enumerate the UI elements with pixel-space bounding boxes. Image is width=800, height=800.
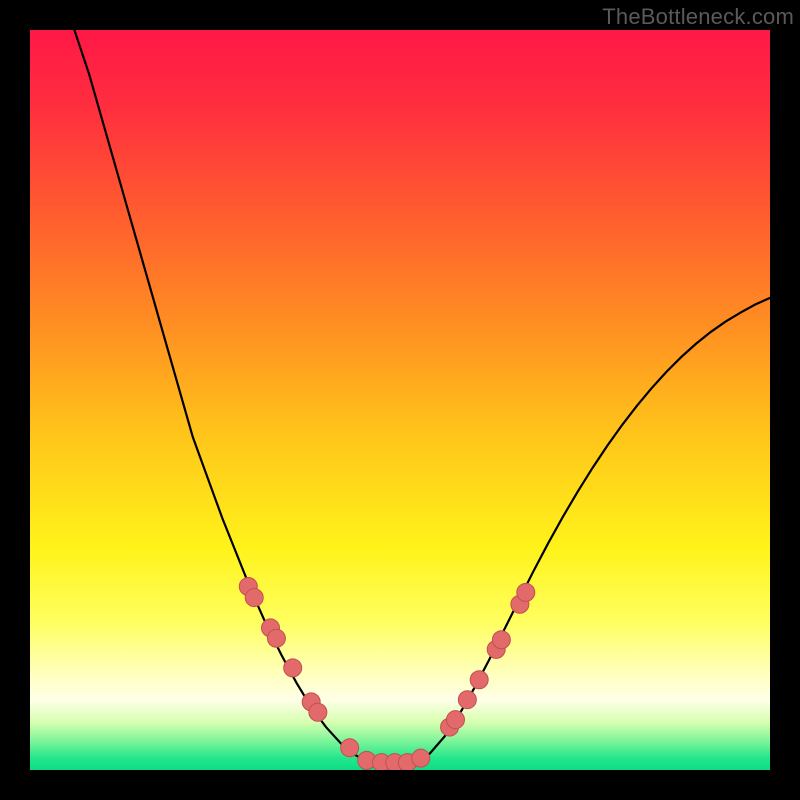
data-marker <box>267 629 285 647</box>
data-marker <box>458 691 476 709</box>
data-marker <box>447 711 465 729</box>
gradient-background <box>30 30 770 770</box>
data-marker <box>245 589 263 607</box>
data-marker <box>284 659 302 677</box>
data-marker <box>492 631 510 649</box>
data-marker <box>517 583 535 601</box>
data-marker <box>412 749 430 767</box>
plot-area <box>30 30 770 770</box>
watermark-text: TheBottleneck.com <box>602 4 794 30</box>
chart-svg <box>30 30 770 770</box>
data-marker <box>470 671 488 689</box>
data-marker <box>341 739 359 757</box>
data-marker <box>309 703 327 721</box>
